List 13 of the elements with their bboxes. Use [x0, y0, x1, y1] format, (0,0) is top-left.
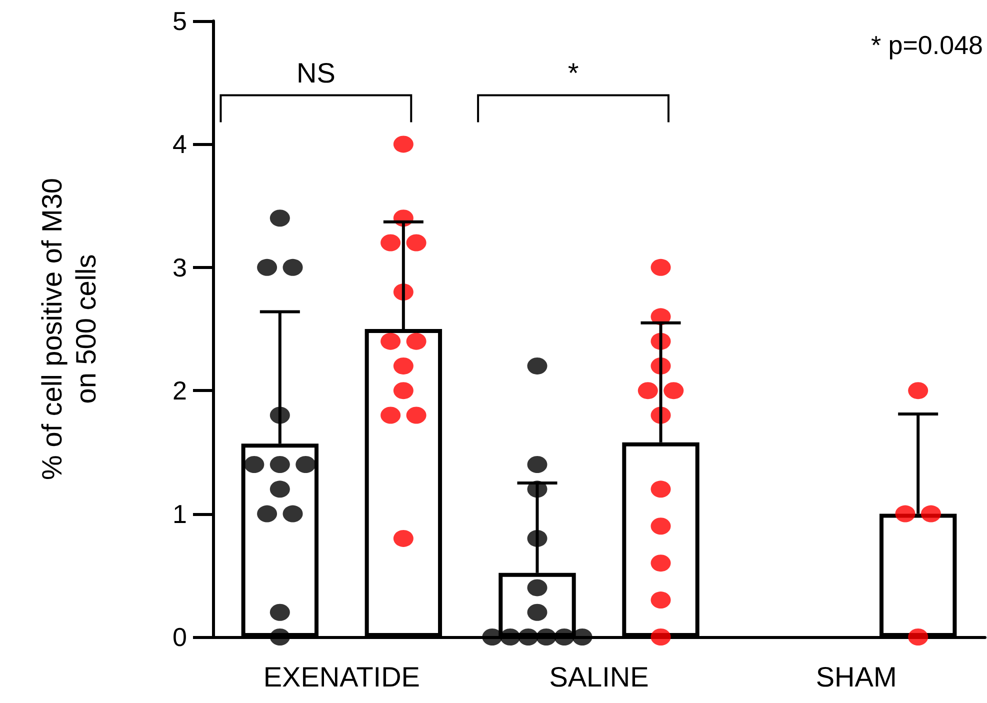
- y-tick-label: 3: [172, 252, 187, 282]
- y-tick-label: 0: [172, 622, 187, 652]
- y-tick-label: 4: [172, 129, 187, 160]
- x-tick-label: SHAM: [816, 662, 897, 692]
- y-tick-label: 5: [172, 6, 187, 36]
- y-tick-label: 1: [172, 498, 187, 529]
- annotation: * p=0.048: [870, 30, 983, 61]
- x-tick-label: EXENATIDE: [263, 662, 420, 692]
- x-tick-label: SALINE: [549, 662, 649, 692]
- y-tick-label: 2: [172, 376, 187, 406]
- y-axis-title: % of cell positive of M30 on 500 cells: [36, 178, 102, 480]
- annotation: *: [568, 57, 579, 88]
- annotation: NS: [296, 57, 336, 88]
